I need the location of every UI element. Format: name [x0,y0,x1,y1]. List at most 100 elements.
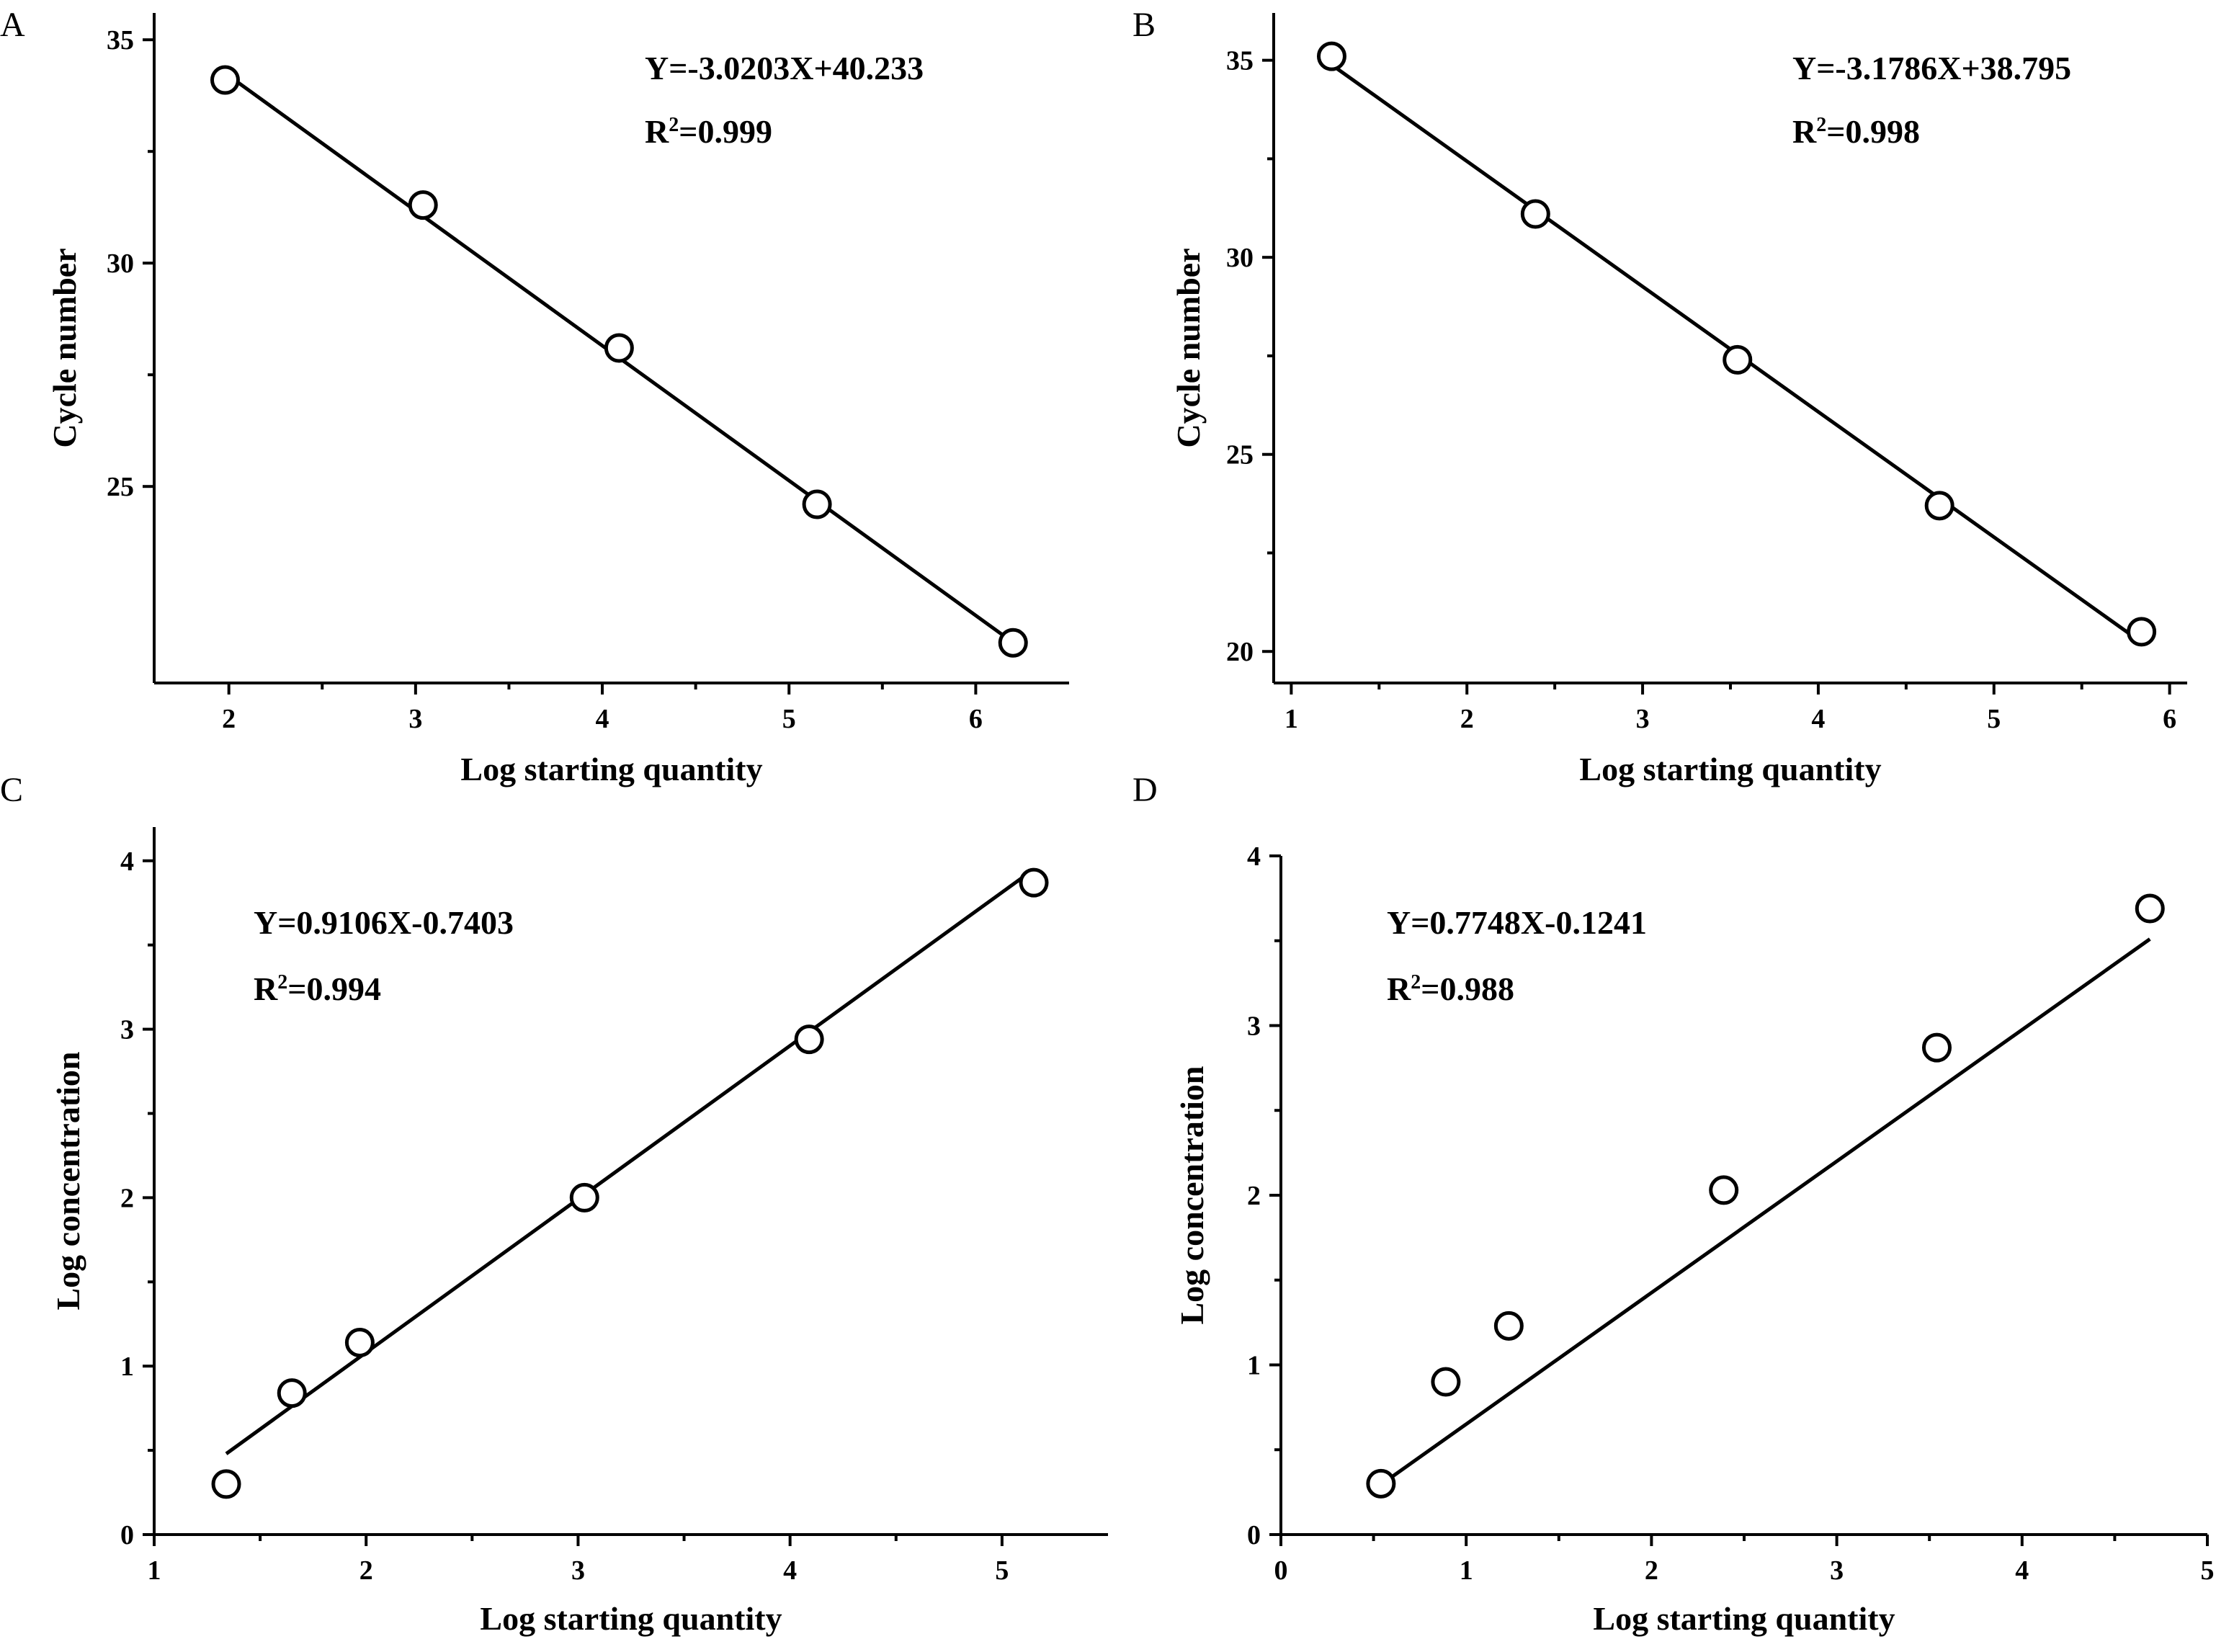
r-squared-superscript: 2 [277,971,287,994]
data-point [277,1378,307,1408]
x-tick-label: 1 [148,1555,161,1586]
data-point [1924,491,1954,521]
regression-equation: Y=0.7748X-0.1241 [1387,904,1647,941]
fit-line [1380,937,2151,1486]
x-axis-title: Log starting quantity [1579,751,1881,787]
y-axis-title: Log concentration [50,1051,86,1310]
x-tick-label: 3 [571,1555,585,1586]
r-squared: R2=0.998 [1792,113,1920,150]
r-squared-value: =0.998 [1826,113,1920,150]
y-tick-label: 4 [1247,841,1261,872]
data-point [2127,617,2157,647]
regression-equation: Y=-3.0203X+40.233 [645,50,924,86]
y-tick-label: 25 [107,472,134,502]
y-tick-label: 3 [1247,1012,1261,1042]
r-squared-superscript: 2 [1816,114,1826,136]
r-squared: R2=0.994 [254,970,381,1007]
data-point [1520,199,1550,229]
x-tick-label: 2 [359,1555,373,1586]
r-squared-value: =0.999 [679,113,772,150]
r-squared-symbol: R [1387,970,1411,1007]
x-tick-label: 5 [2201,1555,2215,1586]
x-tick-label: 4 [596,704,609,734]
r-squared-superscript: 2 [669,114,679,136]
x-axis-title: Log starting quantity [480,1600,782,1637]
y-tick-label: 30 [1226,243,1254,273]
y-tick-label: 30 [107,249,134,279]
x-tick-label: 0 [1274,1555,1288,1586]
x-tick-label: 3 [1636,704,1650,734]
data-point [1921,1032,1952,1063]
y-tick-label: 1 [1247,1351,1261,1381]
y-axis-title: Log concentration [1174,1066,1210,1324]
y-tick-label: 35 [1226,46,1254,76]
x-tick-label: 5 [995,1555,1009,1586]
y-axis-title: Cycle number [46,248,83,447]
r-squared-superscript: 2 [1411,971,1421,994]
panel-letter: D [1132,771,1158,809]
x-tick-label: 2 [1460,704,1474,734]
r-squared-symbol: R [1792,113,1817,150]
y-tick-label: 2 [120,1183,134,1213]
data-point [1019,867,1049,898]
data-point [2135,893,2165,924]
y-axis-title: Cycle number [1170,248,1207,447]
chart-panel-a: A 2 3 4 5 6 25 30 35 Log starting quantity Cycle n… [0,6,1069,787]
y-tick-label: 35 [107,25,134,55]
panel-letter: B [1132,6,1156,44]
data-point [802,489,832,519]
y-tick-label: 4 [120,847,134,877]
r-squared-value: =0.994 [287,970,381,1007]
data-point [1709,1175,1739,1205]
data-point [794,1024,824,1055]
data-point [1723,344,1753,375]
x-tick-label: 5 [1987,704,2001,734]
y-tick-label: 3 [120,1015,134,1045]
r-squared-value: =0.988 [1421,970,1514,1007]
data-point [604,333,634,363]
x-tick-label: 2 [1645,1555,1658,1586]
data-point [1366,1468,1396,1499]
r-squared-symbol: R [645,113,669,150]
regression-equation: Y=-3.1786X+38.795 [1792,50,2071,86]
chart-panel-d: D 0 1 2 3 4 5 0 1 2 3 4 Log starting quantity Log con… [1132,771,2215,1637]
data-point [998,628,1028,658]
data-point [344,1327,375,1357]
y-tick-label: 0 [1247,1520,1261,1550]
x-tick-label: 6 [2163,704,2176,734]
x-tick-label: 6 [969,704,983,734]
r-squared: R2=0.999 [645,113,772,150]
x-tick-label: 1 [1460,1555,1473,1586]
x-tick-label: 5 [782,704,796,734]
x-axis-title: Log starting quantity [460,751,762,787]
x-tick-label: 4 [783,1555,797,1586]
fit-line [225,867,1035,1455]
data-point [1493,1311,1524,1341]
y-tick-label: 20 [1226,637,1254,667]
data-point [1431,1367,1461,1397]
x-tick-label: 3 [408,704,422,734]
data-point [210,65,240,95]
data-point [1316,41,1346,71]
chart-panel-b: B 1 2 3 4 5 6 20 25 30 35 Log starting quantity Cycl… [1132,6,2187,787]
x-tick-label: 4 [1811,704,1825,734]
x-tick-label: 2 [222,704,236,734]
panel-letter: C [0,771,23,809]
x-axis-title: Log starting quantity [1593,1600,1895,1637]
data-point [569,1182,599,1213]
r-squared-symbol: R [254,970,278,1007]
data-point [211,1469,241,1499]
panel-letter: A [0,6,25,44]
regression-equation: Y=0.9106X-0.7403 [254,904,514,941]
y-tick-label: 2 [1247,1181,1261,1211]
r-squared: R2=0.988 [1387,970,1514,1007]
y-tick-label: 1 [120,1352,134,1382]
y-tick-label: 0 [120,1520,134,1550]
y-tick-label: 25 [1226,440,1254,470]
x-tick-label: 4 [2015,1555,2029,1586]
x-tick-label: 1 [1285,704,1298,734]
x-tick-label: 3 [1830,1555,1844,1586]
